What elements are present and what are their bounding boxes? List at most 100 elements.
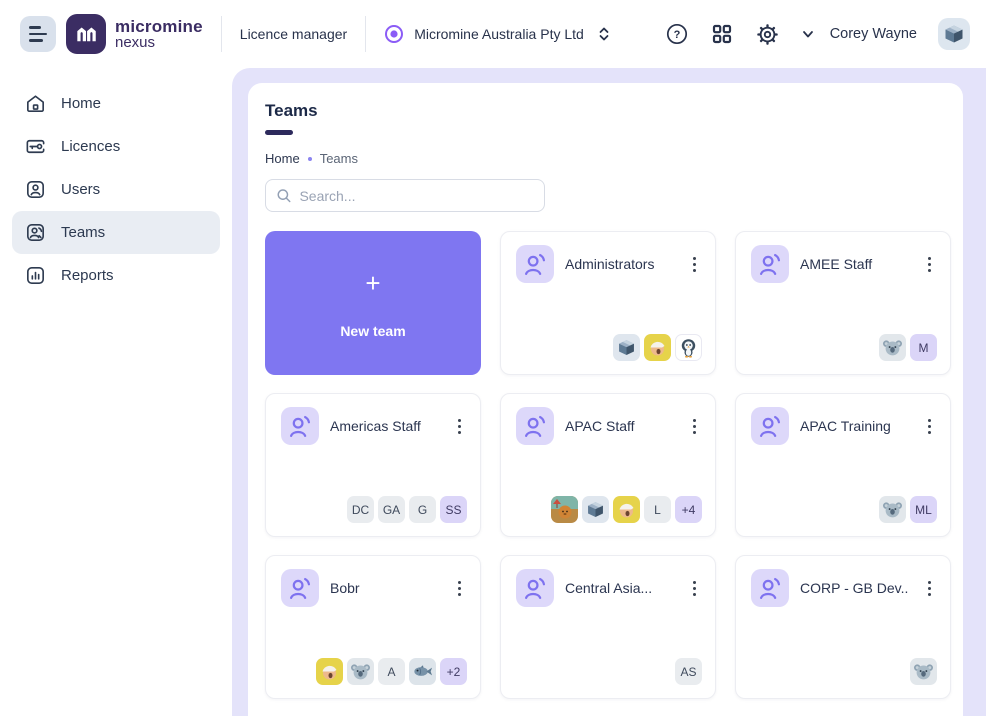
micromine-logo-icon: [66, 14, 106, 54]
wordmark-line1: micromine: [115, 16, 203, 36]
team-members: AS: [675, 658, 702, 685]
cube-avatar: [613, 334, 640, 361]
team-card[interactable]: Americas Staff DC GA G SS: [265, 393, 481, 537]
cat-avatar: [551, 496, 578, 523]
sidebar-item-home[interactable]: Home: [12, 82, 220, 125]
koala-avatar: [879, 334, 906, 361]
new-team-label: New team: [340, 323, 406, 339]
team-options-kebab-icon[interactable]: [450, 414, 468, 438]
team-avatar-icon: [516, 245, 554, 283]
breadcrumb-separator: [307, 156, 312, 161]
koala-avatar: [347, 658, 374, 685]
team-name: Bobr: [330, 580, 360, 596]
penguin-avatar: [675, 334, 702, 361]
product-label: Licence manager: [239, 26, 348, 42]
search-icon: [277, 189, 291, 203]
team-options-kebab-icon[interactable]: [920, 414, 938, 438]
team-card[interactable]: APAC Staff L +4: [500, 393, 716, 537]
member-initials-badge: M: [910, 334, 937, 361]
sidebar-item-users[interactable]: Users: [12, 168, 220, 211]
team-options-kebab-icon[interactable]: [920, 576, 938, 600]
team-avatar-icon: [751, 245, 789, 283]
company-selector[interactable]: Micromine Australia Pty Ltd: [384, 24, 610, 44]
teams-icon: [23, 221, 47, 245]
team-card[interactable]: AMEE Staff M: [735, 231, 951, 375]
member-initials-badge: +2: [440, 658, 467, 685]
sidebar-item-reports[interactable]: Reports: [12, 254, 220, 297]
team-members: A +2: [316, 658, 467, 685]
member-initials-badge: DC: [347, 496, 374, 523]
team-options-kebab-icon[interactable]: [685, 576, 703, 600]
help-icon[interactable]: ?: [665, 22, 689, 46]
team-avatar-icon: [751, 569, 789, 607]
licences-icon: [23, 135, 47, 159]
member-initials-badge: AS: [675, 658, 702, 685]
settings-gear-icon[interactable]: [755, 22, 780, 47]
app-wordmark: micromine nexus: [115, 16, 203, 52]
team-members: [613, 334, 702, 361]
search-input[interactable]: [299, 187, 534, 204]
apps-grid-icon[interactable]: [710, 22, 734, 46]
team-card[interactable]: Administrators: [500, 231, 716, 375]
plus-icon: +: [365, 268, 381, 298]
user-name: Corey Wayne: [829, 26, 917, 42]
wordmark-line2: nexus: [115, 34, 156, 52]
home-icon: [23, 92, 47, 116]
team-members: [910, 658, 937, 685]
team-members: ML: [879, 496, 937, 523]
sidebar-item-licences[interactable]: Licences: [12, 125, 220, 168]
team-name: Americas Staff: [330, 418, 421, 434]
menu-toggle-button[interactable]: [20, 16, 56, 52]
page-title: Teams: [265, 101, 318, 120]
sidebar-item-teams[interactable]: Teams: [12, 211, 220, 254]
search-box[interactable]: [265, 179, 545, 212]
member-initials-badge: +4: [675, 496, 702, 523]
breadcrumb-current: Teams: [319, 151, 358, 166]
member-initials-badge: A: [378, 658, 405, 685]
team-card[interactable]: APAC Training ML: [735, 393, 951, 537]
top-header: micromine nexus Licence manager Micromin…: [0, 0, 986, 68]
teams-grid: + New team Administrators: [265, 231, 951, 699]
cube-avatar: [582, 496, 609, 523]
title-underline: [265, 130, 293, 135]
team-name: CORP - GB Dev...: [800, 580, 909, 596]
breadcrumb-home-link[interactable]: Home: [265, 151, 300, 166]
person-yellow-avatar: [613, 496, 640, 523]
header-divider: [220, 16, 222, 52]
team-card[interactable]: Bobr A +2: [265, 555, 481, 699]
user-menu-chevron-icon[interactable]: [801, 27, 815, 41]
member-initials-badge: SS: [440, 496, 467, 523]
svg-text:?: ?: [673, 29, 680, 41]
team-options-kebab-icon[interactable]: [685, 252, 703, 276]
team-name: AMEE Staff: [800, 256, 873, 272]
sidebar-item-label: Licences: [61, 138, 121, 155]
sidebar-item-label: Home: [61, 95, 102, 112]
team-name: APAC Training: [800, 418, 891, 434]
member-initials-badge: ML: [910, 496, 937, 523]
team-members: DC GA G SS: [347, 496, 467, 523]
users-icon: [23, 178, 47, 202]
person-yellow-avatar: [316, 658, 343, 685]
team-members: L +4: [551, 496, 702, 523]
new-team-button[interactable]: + New team: [265, 231, 481, 375]
team-options-kebab-icon[interactable]: [450, 576, 468, 600]
team-avatar-icon: [281, 407, 319, 445]
team-card[interactable]: CORP - GB Dev...: [735, 555, 951, 699]
user-avatar[interactable]: [938, 18, 970, 50]
team-name: Administrators: [565, 256, 655, 272]
company-switch-icon: [598, 26, 610, 42]
team-options-kebab-icon[interactable]: [685, 414, 703, 438]
team-members: M: [879, 334, 937, 361]
reports-icon: [23, 264, 47, 288]
member-initials-badge: L: [644, 496, 671, 523]
sidebar-item-label: Reports: [61, 267, 114, 284]
member-initials-badge: GA: [378, 496, 405, 523]
koala-avatar: [879, 496, 906, 523]
member-initials-badge: G: [409, 496, 436, 523]
team-card[interactable]: Central Asia... AS: [500, 555, 716, 699]
sidebar-item-label: Teams: [61, 224, 106, 241]
person-yellow-avatar: [644, 334, 671, 361]
team-options-kebab-icon[interactable]: [920, 252, 938, 276]
team-name: APAC Staff: [565, 418, 635, 434]
team-name: Central Asia...: [565, 580, 653, 596]
